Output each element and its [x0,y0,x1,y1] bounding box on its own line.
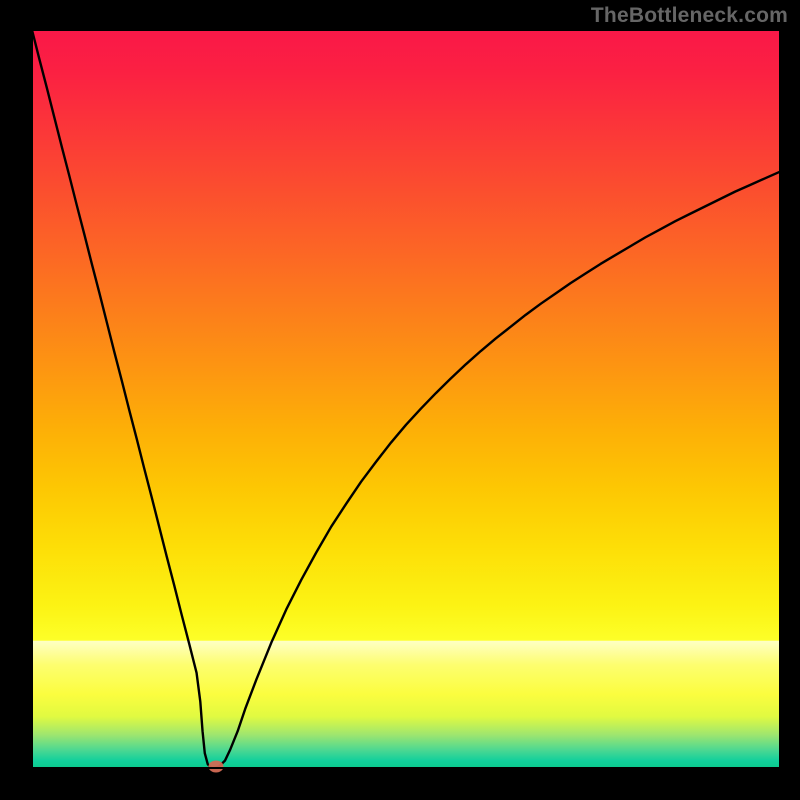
chart-container: TheBottleneck.com [0,0,800,800]
gradient-background [32,30,780,768]
watermark-text: TheBottleneck.com [591,4,788,28]
optimal-point-marker [209,761,224,773]
bottleneck-chart [0,0,800,800]
